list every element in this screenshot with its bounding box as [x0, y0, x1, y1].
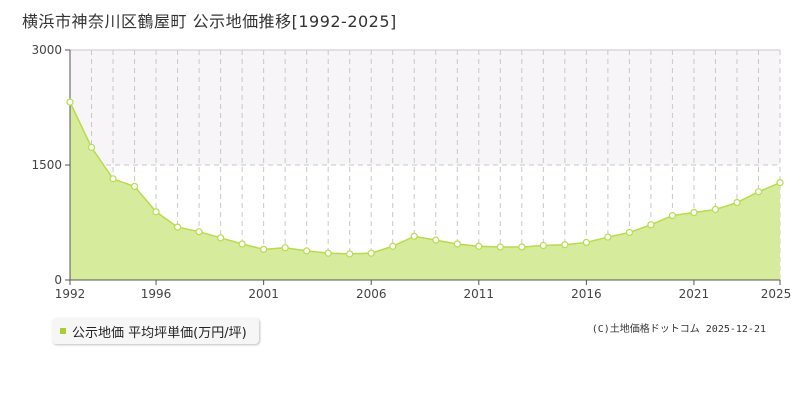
data-point [432, 236, 440, 244]
data-point [475, 242, 483, 250]
data-point [733, 198, 741, 207]
y-tick-label: 1500 [31, 158, 62, 172]
data-point [281, 244, 289, 252]
data-point [518, 243, 526, 251]
x-tick-label: 2006 [356, 287, 387, 301]
data-point [152, 208, 160, 216]
data-point [668, 212, 677, 220]
chart-title: 横浜市神奈川区鶴屋町 公示地価推移[1992-2025] [22, 12, 397, 31]
data-point [66, 98, 74, 106]
axes [65, 49, 781, 285]
data-point [496, 243, 504, 251]
data-point [711, 205, 720, 214]
x-tick-label: 1996 [141, 287, 172, 301]
data-point [109, 175, 117, 183]
series-area [70, 102, 780, 280]
data-point [582, 238, 590, 247]
data-point [87, 143, 96, 151]
data-point [217, 234, 225, 242]
data-point [324, 249, 332, 257]
data-point [367, 249, 375, 257]
data-point [539, 241, 547, 250]
y-tick-label: 0 [54, 273, 62, 287]
x-tick-label: 1992 [55, 287, 86, 301]
x-tick-label: 2016 [571, 287, 602, 301]
data-markers [66, 98, 784, 258]
data-point [238, 240, 246, 248]
data-point [173, 223, 182, 231]
data-point [776, 179, 784, 187]
plot-band-upper [70, 50, 780, 165]
data-point [303, 247, 311, 255]
copyright-text: (C)土地価格ドットコム 2025-12-21 [591, 324, 766, 335]
data-point [647, 221, 655, 229]
data-point [346, 250, 354, 258]
y-tick-label: 3000 [31, 43, 62, 57]
area-series [69, 101, 781, 280]
plot-background [70, 50, 780, 165]
x-tick-label: 2025 [761, 287, 792, 301]
legend-swatch [60, 328, 66, 334]
data-point [195, 228, 203, 236]
data-point [561, 241, 569, 249]
data-point [754, 188, 763, 196]
legend: 公示地価 平均坪単価(万円/坪) [52, 318, 259, 344]
series-line [69, 101, 781, 255]
axis-labels: 0 1500 3000 1992 1996 2001 2006 2011 2016 2021 202… [31, 43, 791, 301]
x-tick-label: 2001 [248, 287, 279, 301]
legend-label: 公示地価 平均坪単価(万円/坪) [72, 325, 247, 341]
x-tick-label: 2021 [679, 287, 710, 301]
data-point [690, 208, 698, 217]
x-tick-label: 2011 [464, 287, 495, 301]
data-point [604, 233, 612, 241]
data-point [410, 232, 418, 240]
data-point [625, 228, 633, 237]
data-point [389, 242, 397, 250]
data-point [260, 245, 268, 253]
data-point [453, 240, 461, 248]
data-point [130, 182, 139, 191]
